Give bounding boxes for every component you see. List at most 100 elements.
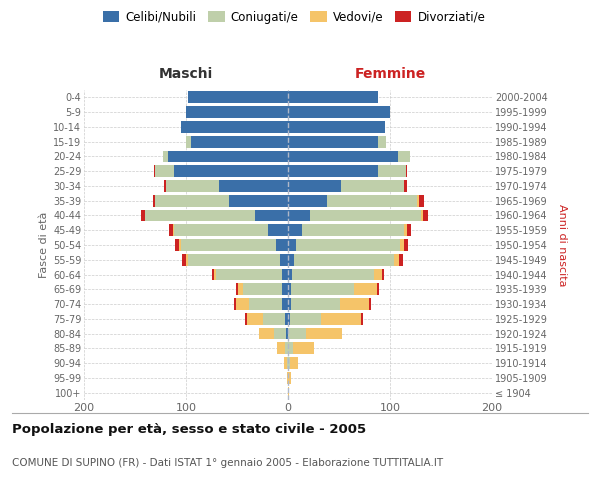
Bar <box>340 298 368 310</box>
Bar <box>404 224 407 236</box>
Bar <box>212 268 214 280</box>
Bar <box>288 180 341 192</box>
Y-axis label: Anni di nascita: Anni di nascita <box>557 204 567 286</box>
Bar <box>291 298 340 310</box>
Bar <box>378 136 386 147</box>
Bar <box>191 136 288 147</box>
Bar <box>288 386 289 398</box>
Bar <box>284 357 287 369</box>
Bar <box>394 254 399 266</box>
Bar <box>421 210 422 222</box>
Bar <box>287 357 288 369</box>
Bar <box>280 254 288 266</box>
Bar <box>310 210 421 222</box>
Bar <box>288 268 292 280</box>
Bar <box>181 121 288 133</box>
Bar <box>288 106 390 118</box>
Bar <box>285 313 288 324</box>
Bar <box>404 180 407 192</box>
Bar <box>247 313 263 324</box>
Bar <box>302 224 404 236</box>
Bar <box>293 342 314 354</box>
Bar <box>288 224 302 236</box>
Legend: Celibi/Nubili, Coniugati/e, Vedovi/e, Divorziati/e: Celibi/Nubili, Coniugati/e, Vedovi/e, Di… <box>100 8 488 26</box>
Bar <box>404 239 409 251</box>
Bar <box>288 92 378 104</box>
Bar <box>169 224 173 236</box>
Bar <box>175 239 179 251</box>
Bar <box>294 254 394 266</box>
Bar <box>288 254 294 266</box>
Bar <box>398 150 410 162</box>
Bar <box>268 224 288 236</box>
Bar <box>229 195 288 206</box>
Bar <box>218 180 288 192</box>
Bar <box>186 136 191 147</box>
Bar <box>378 166 406 177</box>
Bar <box>288 166 378 177</box>
Bar <box>174 166 288 177</box>
Bar <box>263 313 285 324</box>
Bar <box>288 284 291 295</box>
Text: COMUNE DI SUPINO (FR) - Dati ISTAT 1° gennaio 2005 - Elaborazione TUTTITALIA.IT: COMUNE DI SUPINO (FR) - Dati ISTAT 1° ge… <box>12 458 443 468</box>
Bar <box>256 210 288 222</box>
Bar <box>288 313 290 324</box>
Bar <box>282 284 288 295</box>
Bar <box>286 328 288 340</box>
Bar <box>355 284 377 295</box>
Bar <box>320 313 361 324</box>
Bar <box>368 298 371 310</box>
Text: Maschi: Maschi <box>159 67 213 81</box>
Bar <box>400 239 404 251</box>
Bar <box>166 180 218 192</box>
Bar <box>163 150 167 162</box>
Text: Femmine: Femmine <box>355 67 425 81</box>
Bar <box>259 328 274 340</box>
Bar <box>188 254 280 266</box>
Bar <box>238 284 243 295</box>
Bar <box>288 298 291 310</box>
Bar <box>407 224 412 236</box>
Bar <box>164 180 166 192</box>
Bar <box>288 121 385 133</box>
Bar <box>288 136 378 147</box>
Bar <box>155 195 229 206</box>
Bar <box>288 195 327 206</box>
Bar <box>214 268 215 280</box>
Bar <box>327 195 416 206</box>
Bar <box>288 328 307 340</box>
Bar <box>290 357 298 369</box>
Bar <box>399 254 403 266</box>
Bar <box>173 224 174 236</box>
Text: Popolazione per età, sesso e stato civile - 2005: Popolazione per età, sesso e stato civil… <box>12 422 366 436</box>
Bar <box>288 239 296 251</box>
Bar <box>361 313 364 324</box>
Bar <box>282 268 288 280</box>
Bar <box>145 210 256 222</box>
Bar <box>276 239 288 251</box>
Bar <box>296 239 400 251</box>
Bar <box>154 195 155 206</box>
Bar <box>307 328 342 340</box>
Bar <box>274 328 286 340</box>
Bar <box>287 372 288 384</box>
Bar <box>288 342 293 354</box>
Bar <box>155 166 174 177</box>
Bar <box>277 342 285 354</box>
Bar <box>288 210 310 222</box>
Bar <box>406 166 407 177</box>
Bar <box>182 254 186 266</box>
Y-axis label: Fasce di età: Fasce di età <box>38 212 49 278</box>
Bar <box>419 195 424 206</box>
Bar <box>291 284 355 295</box>
Bar <box>292 268 374 280</box>
Bar <box>282 298 288 310</box>
Bar <box>341 180 404 192</box>
Bar <box>243 284 282 295</box>
Bar <box>188 92 288 104</box>
Bar <box>288 357 290 369</box>
Bar <box>249 298 282 310</box>
Bar <box>186 254 188 266</box>
Bar <box>290 313 320 324</box>
Bar <box>245 313 247 324</box>
